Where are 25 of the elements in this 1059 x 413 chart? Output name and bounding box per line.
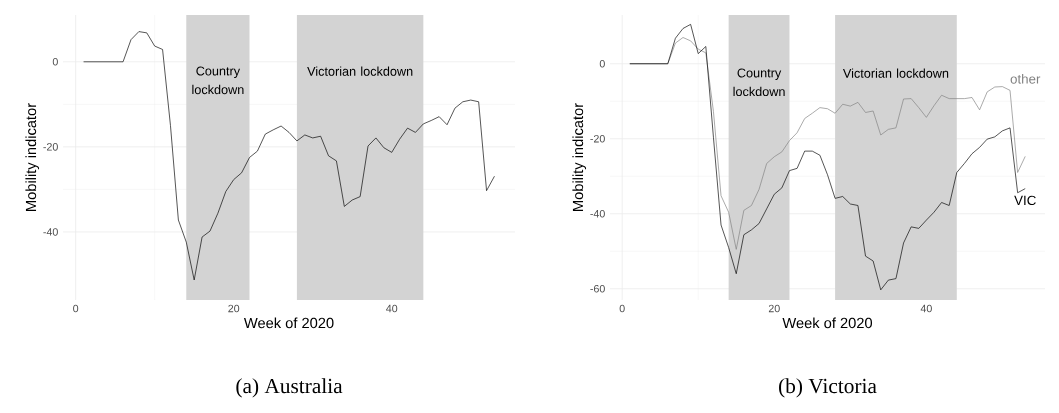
series-label: other (1010, 73, 1041, 84)
y-tick-label: -20 (590, 134, 605, 143)
y-tick-label: -40 (590, 209, 605, 218)
series-label: VIC (1014, 195, 1036, 206)
y-axis-title: Mobility indicator (572, 103, 587, 211)
y-tick-label: 0 (599, 59, 605, 68)
band-label: Victorian lockdown (842, 68, 949, 78)
x-axis-title: Week of 2020 (243, 317, 334, 329)
y-tick-label: -20 (43, 143, 58, 151)
x-tick-label: 0 (73, 304, 79, 313)
y-axis-title: Mobility indicator (25, 103, 40, 211)
x-tick-label: 0 (619, 304, 625, 313)
x-tick-label: 40 (386, 304, 398, 313)
x-tick-label: 20 (768, 304, 780, 313)
y-tick-label: -40 (43, 228, 58, 236)
x-tick-label: 40 (920, 304, 932, 313)
x-tick-label: 20 (228, 304, 240, 313)
text: (a) Australia (236, 378, 343, 398)
text: (b) Victoria (779, 378, 877, 398)
x-axis-title: Week of 2020 (782, 317, 873, 329)
band-label: Country lockdown (733, 68, 785, 97)
y-tick-label: -60 (590, 284, 605, 293)
band-label: Victorian lockdown (307, 66, 413, 76)
band-label: Country lockdown (192, 66, 244, 95)
y-tick-label: 0 (52, 58, 58, 66)
